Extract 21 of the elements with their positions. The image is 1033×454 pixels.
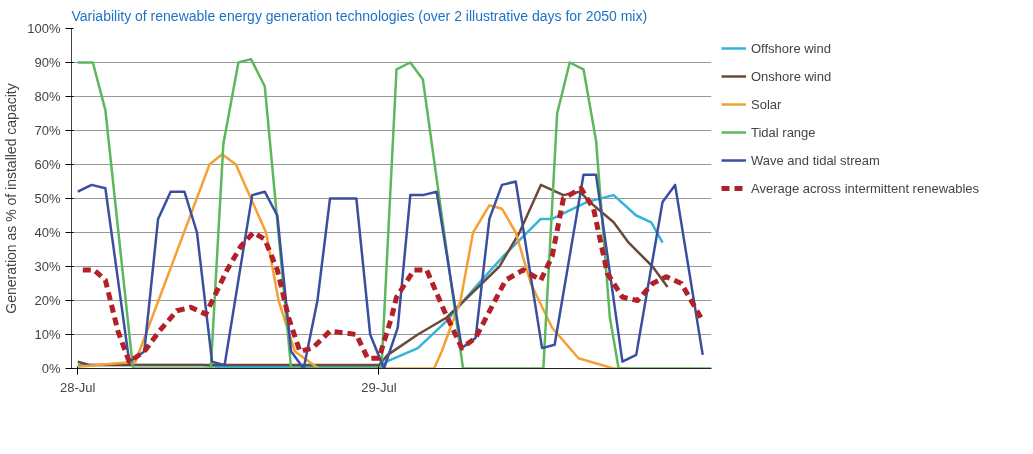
y-tick-label: 90%	[34, 55, 61, 70]
y-tick-label: 30%	[34, 259, 61, 274]
y-tick-label: 20%	[34, 293, 61, 308]
y-tick-label: 70%	[34, 123, 61, 138]
legend-label: Average across intermittent renewables	[751, 180, 980, 196]
y-tick-label: 100%	[27, 21, 61, 36]
x-tick-label: 28-Jul	[60, 379, 96, 395]
legend-label: Solar	[751, 96, 782, 112]
y-tick-label: 80%	[34, 89, 61, 104]
y-tick-label: 60%	[34, 157, 61, 172]
x-tick-label: 29-Jul	[361, 379, 397, 395]
legend-label: Tidal range	[751, 124, 816, 140]
legend-label: Offshore wind	[751, 40, 831, 56]
y-tick-label: 10%	[34, 327, 61, 342]
chart-title: Variability of renewable energy generation technologies (over 2 illustrative days for 2050 mix)	[71, 7, 648, 24]
y-axis-title: Generation as % of installed capacity	[3, 83, 20, 314]
y-tick-label: 0%	[41, 361, 61, 376]
legend-label: Wave and tidal stream	[751, 152, 880, 168]
y-tick-label: 40%	[34, 225, 61, 240]
y-tick-label: 50%	[34, 191, 61, 206]
legend-label: Onshore wind	[751, 68, 832, 84]
